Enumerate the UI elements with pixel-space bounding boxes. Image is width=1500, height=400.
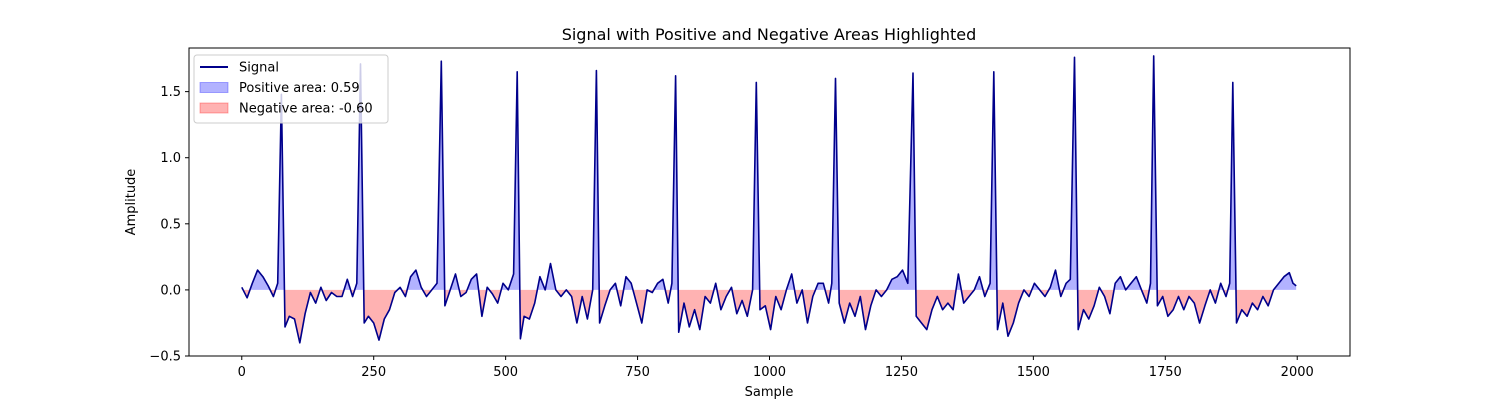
x-tick-label: 1500 [1017, 365, 1050, 380]
y-tick-label: −0.5 [149, 350, 181, 365]
x-tick-label: 1750 [1149, 365, 1182, 380]
x-tick-label: 1000 [753, 365, 786, 380]
x-tick-label: 250 [361, 365, 386, 380]
x-tick-label: 0 [238, 365, 246, 380]
legend-label: Signal [239, 61, 279, 76]
chart-legend: Signal Positive area: 0.59 Negative area: … [193, 54, 389, 124]
y-tick-label: 1.0 [160, 151, 181, 166]
y-tick-label: 0.5 [160, 217, 181, 232]
y-axis-ticks: −0.5 0.0 0.5 1.0 1.5 [149, 85, 189, 365]
x-tick-label: 1250 [885, 365, 918, 380]
legend-label: Positive area: 0.59 [239, 81, 360, 96]
x-axis-label: Sample [745, 385, 794, 400]
legend-patch-swatch [199, 82, 229, 93]
area-fills [241, 55, 1297, 343]
y-tick-label: 0.0 [160, 283, 181, 298]
legend-box [193, 54, 389, 124]
signal-line [241, 55, 1297, 344]
y-axis-label: Amplitude [124, 169, 139, 236]
negative-area-fill [241, 289, 1297, 343]
chart-title: Signal with Positive and Negative Areas … [562, 25, 977, 44]
legend-label: Negative area: -0.60 [239, 102, 373, 117]
legend-patch-swatch [199, 102, 229, 114]
x-axis-ticks: 0 250 500 750 1000 1250 1500 1750 2000 [238, 356, 1314, 380]
legend-items: Signal Positive area: 0.59 Negative area: … [199, 61, 373, 117]
y-tick-label: 1.5 [160, 85, 181, 100]
x-tick-label: 500 [493, 365, 518, 380]
x-tick-label: 750 [625, 365, 650, 380]
x-tick-label: 2000 [1281, 365, 1314, 380]
